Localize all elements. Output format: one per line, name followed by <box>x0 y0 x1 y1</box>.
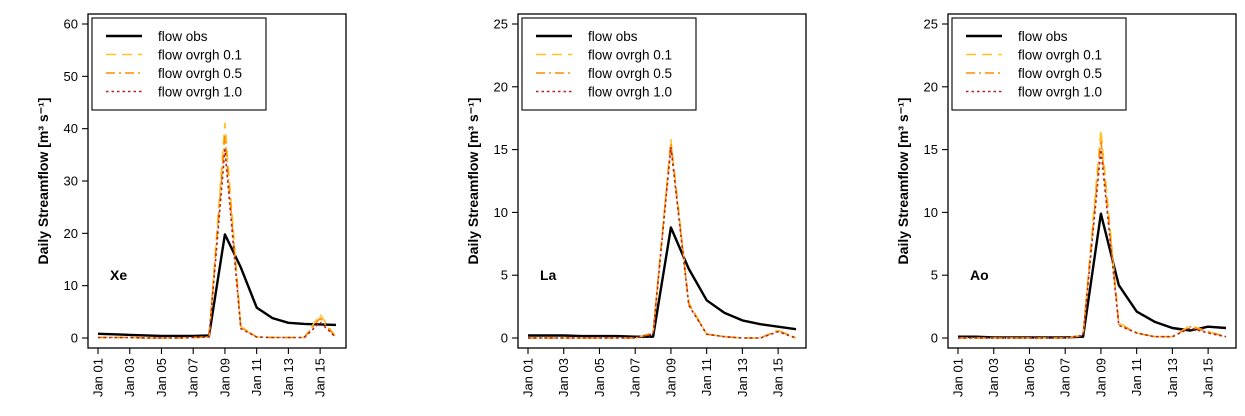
x-tick-label: Jan 05 <box>154 358 169 397</box>
x-tick-label: Jan 03 <box>556 358 571 397</box>
series-line-flow-ovrgh-1-0 <box>98 148 337 339</box>
x-tick-label: Jan 05 <box>1022 358 1037 397</box>
series-line-flow-obs <box>97 233 337 338</box>
series-line-flow-ovrgh-0-5 <box>528 142 797 339</box>
plot-frame <box>517 13 807 349</box>
y-tick-label: 30 <box>64 174 78 189</box>
x-tick-label: Jan 15 <box>1201 358 1216 397</box>
y-tick-label: 50 <box>64 69 78 84</box>
chart-panel-1: 0 5 10 15 20 25 Jan 01 Jan 03 Jan 05 Jan 07 Jan 09… <box>465 13 807 397</box>
y-tick-label: 25 <box>924 17 938 32</box>
x-tick-label: Jan 11 <box>249 358 264 396</box>
y-axis-title: Daily Streamflow [m³ s⁻¹] <box>35 98 51 265</box>
x-tick-label: Jan 09 <box>217 358 232 397</box>
y-tick-label: 25 <box>494 17 508 32</box>
x-tick-label: Jan 07 <box>1058 358 1073 397</box>
legend-entry: flow ovrgh 0.1 <box>588 48 672 63</box>
y-tick-label: 20 <box>64 226 78 241</box>
legend-entry: flow ovrgh 0.5 <box>1018 66 1102 81</box>
legend-entry: flow ovrgh 0.1 <box>1018 48 1102 63</box>
y-tick-label: 0 <box>931 331 938 346</box>
chart-panel-0: 0 10 20 30 40 50 60 Jan 01 Jan 03 Jan 05 Jan 07 Jan… <box>35 13 347 397</box>
legend-entry: flow ovrgh 0.5 <box>588 66 672 81</box>
y-tick-label: 60 <box>64 17 78 32</box>
y-axis-title: Daily Streamflow [m³ s⁻¹] <box>465 98 481 265</box>
x-tick-label: Jan 09 <box>663 358 678 397</box>
y-tick-label: 20 <box>924 79 938 94</box>
x-tick-label: Jan 01 <box>951 358 966 397</box>
panel-label: La <box>540 267 557 283</box>
legend-entry: flow ovrgh 0.5 <box>158 66 242 81</box>
legend-entry: flow obs <box>1018 29 1068 44</box>
x-tick-label: Jan 03 <box>122 358 137 397</box>
x-tick-label: Jan 13 <box>281 358 296 397</box>
y-tick-label: 5 <box>501 268 508 283</box>
x-tick-label: Jan 01 <box>521 358 536 397</box>
panel-label: Xe <box>110 267 127 283</box>
x-tick-label: Jan 15 <box>313 358 328 397</box>
plot-frame <box>947 13 1237 349</box>
x-tick-label: Jan 07 <box>628 358 643 397</box>
x-tick-label: Jan 13 <box>1165 358 1180 397</box>
legend-entry: flow obs <box>588 29 638 44</box>
y-tick-label: 5 <box>931 268 938 283</box>
y-tick-label: 10 <box>924 205 938 220</box>
x-tick-label: Jan 09 <box>1093 358 1108 397</box>
y-tick-label: 40 <box>64 121 78 136</box>
x-tick-label: Jan 07 <box>186 358 201 397</box>
x-tick-label: Jan 15 <box>771 358 786 397</box>
legend-box <box>521 17 697 111</box>
legend-box <box>951 17 1127 111</box>
y-tick-label: 20 <box>494 79 508 94</box>
x-tick-label: Jan 11 <box>1129 358 1144 396</box>
y-axis-title: Daily Streamflow [m³ s⁻¹] <box>895 98 911 265</box>
x-tick-label: Jan 03 <box>986 358 1001 397</box>
panel-label: Ao <box>970 267 989 283</box>
legend-entry: flow obs <box>158 29 208 44</box>
series-line-flow-ovrgh-1-0 <box>528 146 797 339</box>
y-tick-label: 15 <box>924 142 938 157</box>
y-tick-label: 10 <box>64 278 78 293</box>
legend-entry: flow ovrgh 1.0 <box>1018 85 1102 100</box>
legend-entry: flow ovrgh 0.1 <box>158 48 242 63</box>
y-tick-label: 0 <box>501 331 508 346</box>
x-tick-label: Jan 05 <box>592 358 607 397</box>
legend-box <box>91 17 267 111</box>
y-tick-label: 10 <box>494 205 508 220</box>
legend-entry: flow ovrgh 1.0 <box>588 85 672 100</box>
y-tick-label: 15 <box>494 142 508 157</box>
series-line-flow-obs <box>528 226 797 338</box>
series-line-flow-ovrgh-0-1 <box>958 128 1227 339</box>
y-tick-label: 0 <box>71 331 78 346</box>
legend-entry: flow ovrgh 1.0 <box>158 85 242 100</box>
series-line-flow-ovrgh-1-0 <box>958 148 1227 339</box>
x-tick-label: Jan 13 <box>735 358 750 397</box>
x-tick-label: Jan 11 <box>699 358 714 396</box>
chart-panel-2: 0 5 10 15 20 25 Jan 01 Jan 03 Jan 05 Jan 07 Jan 09… <box>895 13 1237 397</box>
x-tick-label: Jan 01 <box>91 358 106 397</box>
